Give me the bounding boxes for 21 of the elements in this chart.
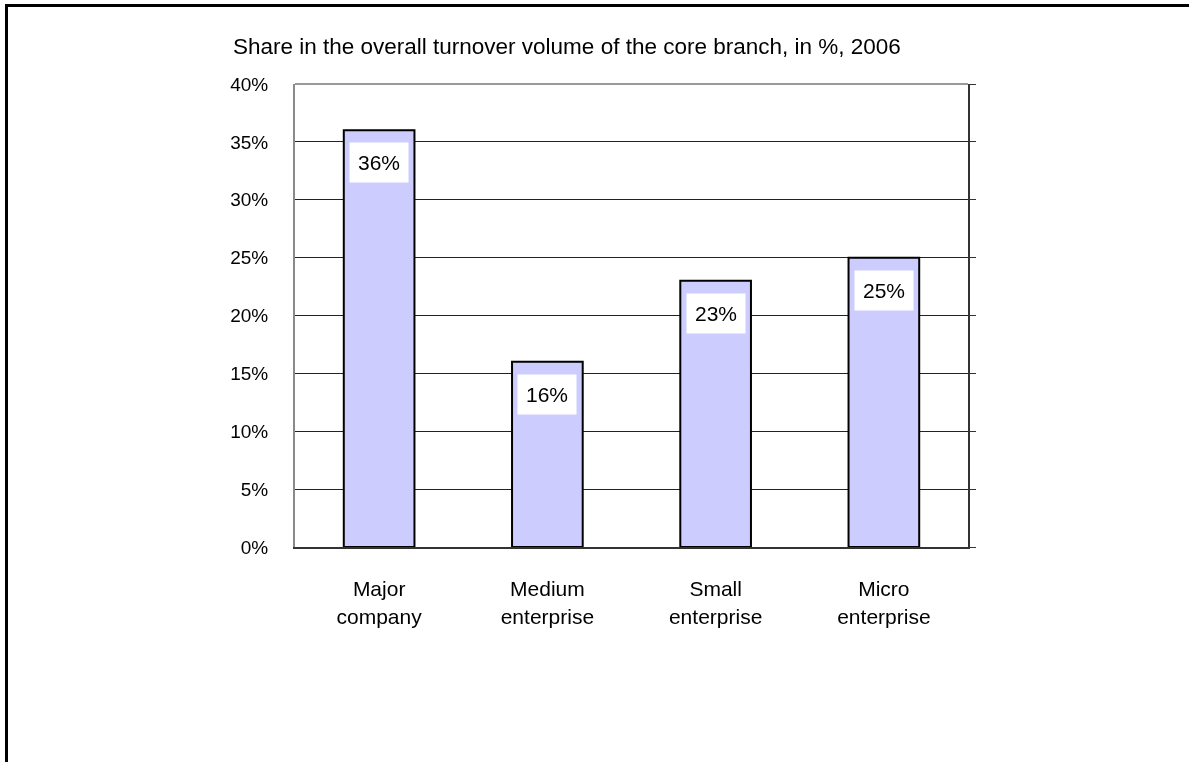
y-tick-label: 20%: [230, 305, 269, 327]
bar: [847, 256, 921, 547]
y-tick-label: 5%: [240, 478, 269, 500]
data-label: 25%: [863, 279, 906, 302]
x-tick-label: Medium enterprise: [500, 577, 595, 628]
y-tick-label: 10%: [230, 420, 269, 442]
y-tick-label: 40%: [230, 73, 269, 95]
x-tick-label: Small enterprise: [668, 577, 763, 628]
x-tick-label: Micro enterprise: [837, 577, 931, 628]
chart-title: Share in the overall turnover volume of the core branch, in %, 2006: [232, 33, 901, 59]
y-tick-label: 25%: [230, 247, 269, 269]
y-tick-label: 35%: [230, 131, 269, 153]
data-label: 16%: [526, 383, 569, 406]
y-tick-label: 30%: [230, 189, 269, 211]
bar: [342, 129, 416, 547]
x-tick-label: Major company: [336, 577, 423, 628]
data-label: 36%: [358, 151, 401, 174]
bar: [679, 279, 752, 547]
data-label: 23%: [695, 302, 738, 325]
y-tick-label: 15%: [230, 363, 269, 385]
y-tick-label: 0%: [240, 536, 269, 558]
